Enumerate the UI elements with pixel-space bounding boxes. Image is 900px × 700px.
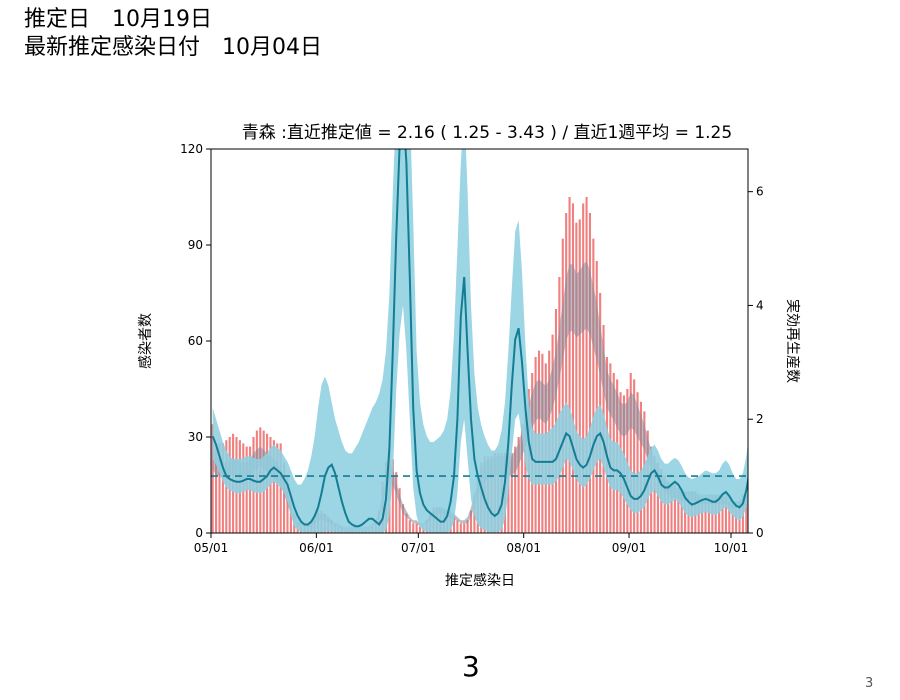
case-bar [575, 222, 578, 533]
case-bar [592, 238, 595, 533]
case-bar [276, 443, 279, 533]
case-bar [718, 494, 721, 533]
y-axis-left-label: 感染者数 [137, 313, 154, 369]
case-bar [272, 440, 275, 533]
case-bar [221, 443, 224, 533]
case-bar [701, 497, 704, 533]
y-left-tick-label: 60 [188, 334, 203, 348]
plot-area [211, 149, 751, 533]
case-bar [514, 446, 517, 533]
y-right-tick-label: 0 [756, 526, 764, 540]
y-left-tick-label: 0 [195, 526, 203, 540]
case-bar [466, 520, 469, 533]
estimate-date-line: 推定日 10月19日 [24, 7, 212, 33]
case-bar [401, 504, 405, 533]
latest-infection-value: 10月04日 [222, 35, 323, 60]
case-bar [585, 197, 588, 533]
case-bar [524, 405, 527, 533]
axes: 0 30 60 90 120 0 2 4 6 05/01 06/01 07/01 08/01 09/01 1… [180, 142, 764, 555]
case-bar [283, 462, 286, 533]
case-bar [629, 373, 632, 533]
case-bar [215, 443, 218, 533]
x-tick-label: 06/01 [299, 541, 334, 555]
case-bar [469, 510, 473, 533]
case-bar [561, 238, 564, 533]
y-left-tick-label: 120 [180, 142, 203, 156]
case-bar [582, 203, 585, 533]
case-bar [633, 379, 636, 533]
case-bar [415, 523, 418, 533]
case-bar [456, 520, 459, 533]
case-bar [749, 482, 751, 533]
case-bar [418, 526, 422, 533]
y-left-tick-label: 30 [188, 430, 203, 444]
y-right-tick-label: 2 [756, 412, 764, 426]
estimate-date-value: 10月19日 [112, 7, 213, 32]
case-bar [459, 523, 462, 533]
case-bar [517, 437, 520, 533]
case-bar [279, 443, 282, 533]
case-bar [639, 401, 642, 533]
case-bar [463, 523, 466, 533]
y-axis-right-label: 実効再生産数 [784, 299, 800, 383]
case-bar [595, 261, 598, 533]
case-bar [680, 491, 683, 533]
y-left-tick-label: 90 [188, 238, 203, 252]
case-bar [405, 513, 408, 533]
case-bar [578, 219, 581, 533]
x-tick-label: 09/01 [612, 541, 647, 555]
rt-line [211, 149, 748, 528]
case-bar [269, 437, 272, 533]
case-bar [391, 459, 394, 533]
case-bar [731, 504, 734, 533]
case-bar [211, 424, 214, 533]
case-bar [398, 488, 401, 533]
case-bar [412, 523, 415, 533]
slide-number: 3 [462, 650, 480, 683]
case-bar [565, 213, 568, 533]
y-right-tick-label: 6 [756, 185, 764, 199]
x-tick-label: 08/01 [506, 541, 541, 555]
case-bar [218, 443, 221, 533]
x-tick-label: 10/01 [714, 541, 749, 555]
case-bar [452, 517, 456, 533]
case-bar [745, 494, 748, 533]
case-bar [673, 485, 676, 533]
case-bar [554, 309, 558, 533]
case-bar [558, 277, 561, 533]
case-bar [286, 475, 289, 533]
case-bar [588, 213, 592, 533]
estimate-date-label: 推定日 [24, 7, 91, 32]
x-tick-label: 07/01 [401, 541, 436, 555]
case-bar [626, 389, 629, 533]
chart-title: 青森 :直近推定値 = 2.16 ( 1.25 - 3.43 ) / 直近1週平… [242, 123, 732, 143]
case-bar [653, 456, 656, 533]
case-bar [571, 203, 575, 533]
case-bar [408, 520, 411, 533]
case-bar [656, 462, 659, 533]
x-tick-label: 05/01 [194, 541, 229, 555]
case-bar [670, 485, 673, 533]
latest-infection-date-line: 最新推定感染日付 10月04日 [24, 35, 322, 61]
case-bar [677, 488, 680, 533]
y-right-tick-label: 4 [756, 298, 764, 312]
case-bar [724, 497, 727, 533]
rt-confidence-band [212, 149, 748, 533]
case-bar [667, 481, 670, 533]
case-bar [721, 494, 724, 533]
case-bar [707, 494, 710, 533]
case-bar [636, 392, 639, 533]
case-bar [704, 497, 707, 533]
page-corner-number: 3 [865, 676, 874, 691]
case-bar [510, 453, 513, 533]
case-bar [520, 424, 524, 533]
latest-infection-label: 最新推定感染日付 [24, 35, 201, 60]
case-bar [728, 501, 731, 533]
rt-chart: 青森 :直近推定値 = 2.16 ( 1.25 - 3.43 ) / 直近1週平… [137, 123, 800, 589]
case-bar [395, 472, 398, 533]
case-bar [568, 197, 571, 533]
x-axis-label: 推定感染日 [445, 572, 515, 589]
